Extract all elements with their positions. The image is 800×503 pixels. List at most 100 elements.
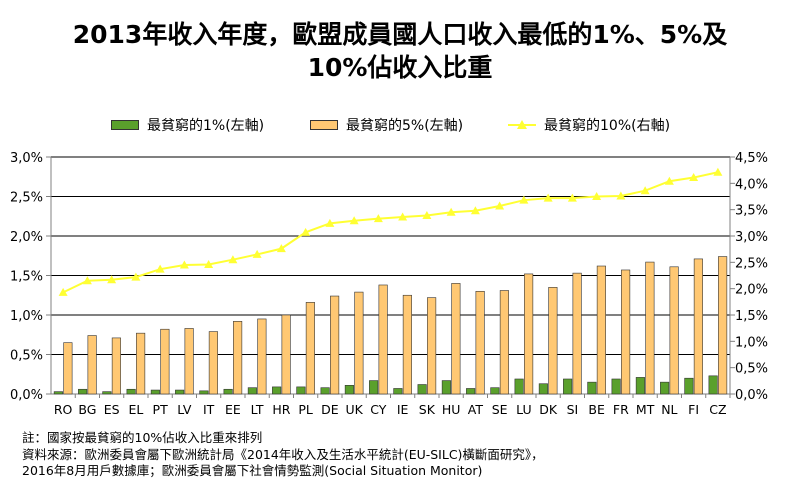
y-left-tick-label: 1,5%	[10, 270, 43, 285]
bar-poorest-5	[524, 273, 534, 395]
chart-title-line-1: 2013年收入年度，歐盟成員國人口收入最低的1%、5%及	[72, 20, 728, 49]
point-poorest-10	[276, 244, 286, 253]
point-poorest-10	[713, 167, 723, 176]
point-poorest-10	[325, 218, 335, 227]
bar-poorest-5	[184, 328, 194, 395]
chart-legend: 最貧窮的1%(左軸) 最貧窮的5%(左軸) 最貧窮的10%(右軸)	[0, 113, 800, 137]
x-tick-label: LU	[516, 402, 532, 417]
x-tick-label: IT	[203, 402, 215, 417]
bar-poorest-5	[427, 297, 437, 395]
point-poorest-10	[131, 272, 141, 281]
point-poorest-10	[252, 249, 262, 258]
y-right-tick-label: 2,5%	[735, 256, 768, 271]
point-poorest-10	[58, 287, 68, 296]
x-tick-label: FI	[688, 402, 699, 417]
bar-poorest-5	[378, 284, 388, 395]
y-left-tick-label: 0,5%	[10, 349, 43, 364]
x-tick-label: BG	[78, 402, 96, 417]
point-poorest-10	[689, 173, 699, 182]
y-left-tick-label: 2,0%	[10, 230, 43, 245]
bar-poorest-1	[199, 390, 209, 395]
bar-poorest-1	[393, 388, 403, 395]
x-tick-label: NL	[661, 402, 677, 417]
bar-poorest-1	[466, 388, 476, 395]
point-poorest-10	[422, 210, 432, 219]
bar-poorest-5	[305, 302, 315, 395]
legend-item-poorest-5: 最貧窮的5%(左軸)	[310, 113, 463, 137]
bar-poorest-5	[281, 314, 291, 395]
point-poorest-10	[543, 193, 553, 202]
bar-poorest-1	[708, 375, 718, 395]
bar-poorest-1	[150, 389, 160, 395]
bar-poorest-1	[102, 391, 112, 395]
bar-poorest-1	[538, 383, 548, 395]
x-tick-label: SE	[492, 402, 508, 417]
bar-poorest-1	[344, 385, 354, 395]
bar-poorest-5	[572, 272, 582, 395]
y-right-tick-label: 0,5%	[735, 362, 768, 377]
bar-poorest-1	[223, 388, 233, 395]
x-tick-label: SK	[419, 402, 436, 417]
bar-poorest-1	[660, 381, 670, 395]
y-right-tick-label: 0,0%	[735, 388, 768, 403]
bar-poorest-1	[369, 380, 379, 395]
point-poorest-10	[446, 207, 456, 216]
bar-poorest-5	[402, 294, 412, 395]
point-poorest-10	[640, 186, 650, 195]
legend-line-poorest-10	[508, 120, 536, 130]
point-poorest-10	[567, 193, 577, 202]
bar-poorest-1	[587, 381, 597, 395]
point-poorest-10	[82, 276, 92, 285]
bar-poorest-1	[611, 378, 621, 395]
legend-item-poorest-10: 最貧窮的10%(右軸)	[508, 113, 670, 137]
x-tick-label: EE	[225, 402, 241, 417]
x-tick-label: HU	[442, 402, 461, 417]
y-left-tick-label: 3,0%	[10, 151, 43, 166]
y-left-tick-label: 2,5%	[10, 191, 43, 206]
point-poorest-10	[373, 214, 383, 223]
bar-poorest-5	[645, 261, 655, 395]
bar-poorest-5	[499, 290, 509, 395]
chart-title: 2013年收入年度，歐盟成員國人口收入最低的1%、5%及 10%佔收入比重	[0, 18, 800, 84]
legend-label-poorest-10: 最貧窮的10%(右軸)	[544, 118, 671, 134]
legend-label-poorest-5: 最貧窮的5%(左軸)	[346, 118, 464, 134]
bar-poorest-5	[111, 337, 121, 395]
bar-poorest-5	[330, 295, 340, 395]
bar-poorest-1	[417, 384, 427, 395]
x-tick-label: CZ	[709, 402, 726, 417]
legend-swatch-poorest-5	[310, 120, 338, 130]
bar-poorest-5	[87, 335, 97, 395]
bar-poorest-5	[718, 256, 728, 395]
bar-poorest-5	[354, 291, 364, 395]
x-tick-label: DK	[539, 402, 558, 417]
point-poorest-10	[495, 201, 505, 210]
x-tick-label: ES	[104, 402, 120, 417]
bar-poorest-5	[548, 287, 558, 395]
legend-label-poorest-1: 最貧窮的1%(左軸)	[147, 118, 265, 134]
note-sorting: 註：國家按最貧窮的10%佔收入比重來排列	[22, 430, 263, 445]
bar-poorest-1	[247, 387, 257, 395]
point-poorest-10	[179, 260, 189, 269]
y-right-tick-label: 3,5%	[735, 204, 768, 219]
bar-poorest-1	[272, 386, 282, 395]
bar-poorest-5	[257, 318, 267, 395]
bar-poorest-1	[514, 378, 524, 395]
note-source-1: 資料來源：歐洲委員會屬下歐洲統計局《2014年收入及生活水平統計(EU-SILC…	[22, 446, 544, 462]
x-tick-label: UK	[345, 402, 363, 417]
x-tick-label: BE	[588, 402, 605, 417]
bar-poorest-5	[475, 290, 485, 395]
x-tick-label: IE	[397, 402, 409, 417]
x-tick-label: DE	[321, 402, 339, 417]
bar-poorest-5	[693, 258, 703, 395]
point-poorest-10	[301, 227, 311, 236]
legend-item-poorest-1: 最貧窮的1%(左軸)	[111, 113, 264, 137]
bar-poorest-1	[320, 387, 330, 395]
bar-poorest-1	[78, 388, 88, 395]
x-tick-label: PL	[298, 402, 313, 417]
point-poorest-10	[228, 255, 238, 264]
bar-poorest-5	[63, 342, 73, 395]
x-tick-label: PT	[153, 402, 169, 417]
bar-poorest-1	[684, 377, 694, 395]
legend-swatch-poorest-1	[111, 120, 139, 130]
y-right-tick-label: 1,5%	[735, 309, 768, 324]
